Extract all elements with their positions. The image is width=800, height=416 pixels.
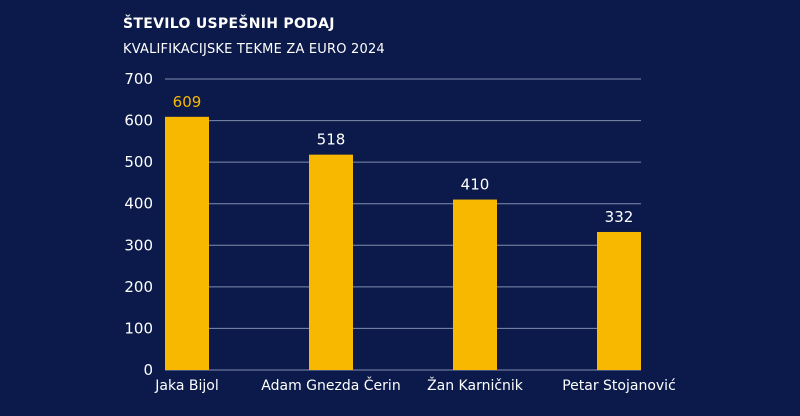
y-tick-label: 0 [143,361,153,379]
bar-2 [309,154,353,370]
y-tick-label: 700 [124,70,153,88]
chart-subtitle: KVALIFIKACIJSKE TEKME ZA EURO 2024 [123,42,385,57]
y-tick-label: 100 [124,319,153,337]
category-labels: Jaka Bijol Adam Gnezda Čerin Žan Karničnik… [154,376,676,394]
value-label-3: 410 [461,176,490,194]
bar-1 [165,116,209,370]
value-labels: 609 518 410 332 [173,93,634,226]
category-label-3: Žan Karničnik [427,376,524,394]
bar-3 [453,199,497,370]
chart-title: ŠTEVILO USPEŠNIH PODAJ [123,16,335,32]
category-label-2: Adam Gnezda Čerin [261,376,400,394]
y-axis-ticks: 0 100 200 300 400 500 600 700 [124,70,153,379]
value-label-1: 609 [173,93,202,111]
category-label-1: Jaka Bijol [154,378,218,394]
y-tick-label: 600 [124,112,153,130]
y-tick-label: 400 [124,195,153,213]
value-label-4: 332 [605,208,634,226]
category-label-4: Petar Stojanović [562,378,676,394]
y-tick-label: 300 [124,236,153,254]
y-tick-label: 200 [124,278,153,296]
bars [165,116,641,370]
y-tick-label: 500 [124,153,153,171]
gridlines [165,78,641,371]
value-label-2: 518 [317,131,346,149]
bar-4 [597,231,641,370]
